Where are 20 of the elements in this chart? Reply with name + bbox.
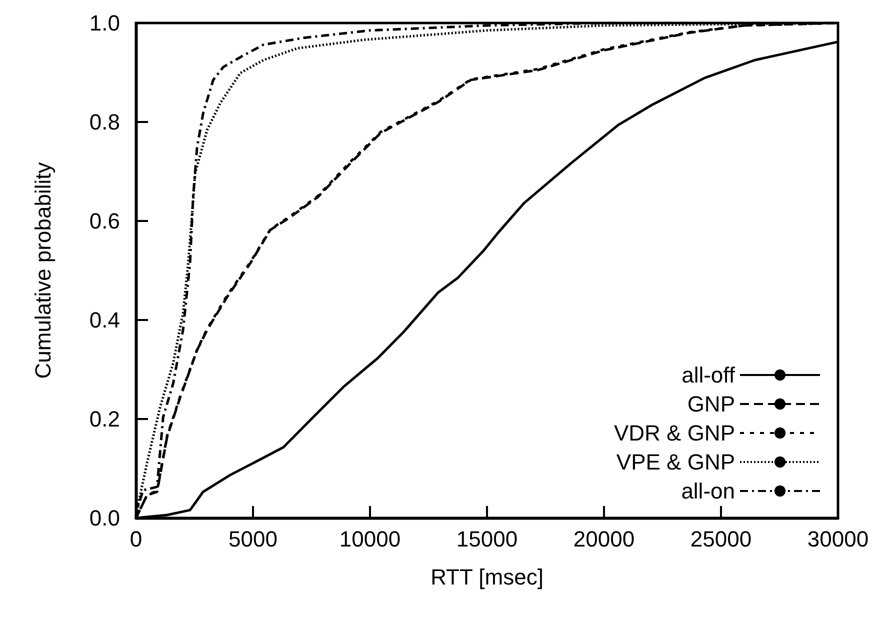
y-tick-label: 0.2 — [89, 406, 120, 432]
legend-label: VPE & GNP — [616, 450, 735, 474]
x-tick-label: 10000 — [339, 526, 401, 552]
legend-label: GNP — [687, 392, 735, 416]
y-tick-label: 0.6 — [89, 208, 120, 234]
legend-label: all-off — [682, 362, 736, 388]
x-tick-label: 5000 — [228, 526, 278, 552]
legend-label: all-on — [681, 478, 735, 504]
y-axis-title: Cumulative probability — [30, 162, 56, 379]
x-axis-title: RTT [msec] — [430, 564, 544, 590]
x-tick-label: 15000 — [456, 526, 518, 552]
x-tick-label: 30000 — [807, 526, 869, 552]
y-tick-label: 0.8 — [89, 110, 120, 134]
x-tick-label: 20000 — [573, 526, 635, 552]
legend-label: VDR & GNP — [614, 420, 735, 446]
x-tick-label: 25000 — [690, 526, 752, 552]
y-tick-label: 0.4 — [89, 308, 120, 332]
y-tick-label: 1.0 — [89, 10, 120, 36]
x-tick-label: 0 — [130, 526, 142, 552]
y-tick-label: 0.0 — [89, 506, 120, 530]
